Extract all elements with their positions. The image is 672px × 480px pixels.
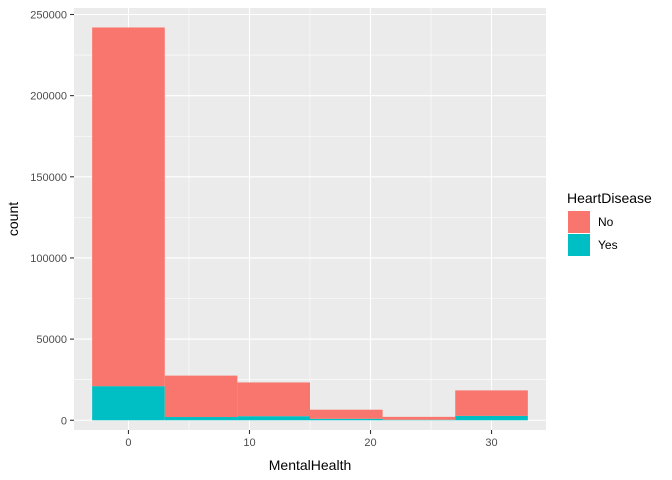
y-tick-label: 100000 <box>30 253 67 265</box>
x-tick-label: 10 <box>243 437 255 449</box>
legend-label-yes: Yes <box>598 238 618 252</box>
bar-yes-bin-2 <box>237 416 310 421</box>
bar-no-bin-1 <box>164 375 238 418</box>
y-tick-label: 50000 <box>36 334 67 346</box>
legend-key-no <box>568 211 590 233</box>
legend: HeartDisease No Yes <box>567 190 652 256</box>
y-tick-label: 200000 <box>30 91 67 103</box>
bar-no-bin-5 <box>455 390 528 416</box>
bars <box>92 27 528 421</box>
y-axis: 0 50000 100000 150000 200000 250000 <box>30 9 74 427</box>
y-tick-label: 150000 <box>30 172 67 184</box>
bar-no-bin-4 <box>382 416 456 420</box>
x-axis: 0 10 20 30 <box>125 430 498 449</box>
bar-yes-bin-5 <box>455 415 528 421</box>
bar-no-bin-3 <box>310 409 383 419</box>
y-tick-label: 250000 <box>30 9 67 21</box>
x-tick-label: 20 <box>364 437 376 449</box>
x-tick-label: 30 <box>485 437 497 449</box>
bar-yes-bin-0 <box>92 386 165 421</box>
y-tick-label: 0 <box>61 415 67 427</box>
bar-no-bin-2 <box>237 382 310 417</box>
bar-no-bin-0 <box>92 27 165 387</box>
y-axis-title: count <box>5 202 21 236</box>
legend-title: HeartDisease <box>567 190 652 206</box>
legend-label-no: No <box>598 215 614 229</box>
x-axis-title: MentalHealth <box>269 457 352 473</box>
x-tick-label: 0 <box>125 437 131 449</box>
bar-yes-bin-3 <box>310 418 383 421</box>
legend-key-yes <box>568 234 590 256</box>
bar-yes-bin-1 <box>164 417 238 421</box>
